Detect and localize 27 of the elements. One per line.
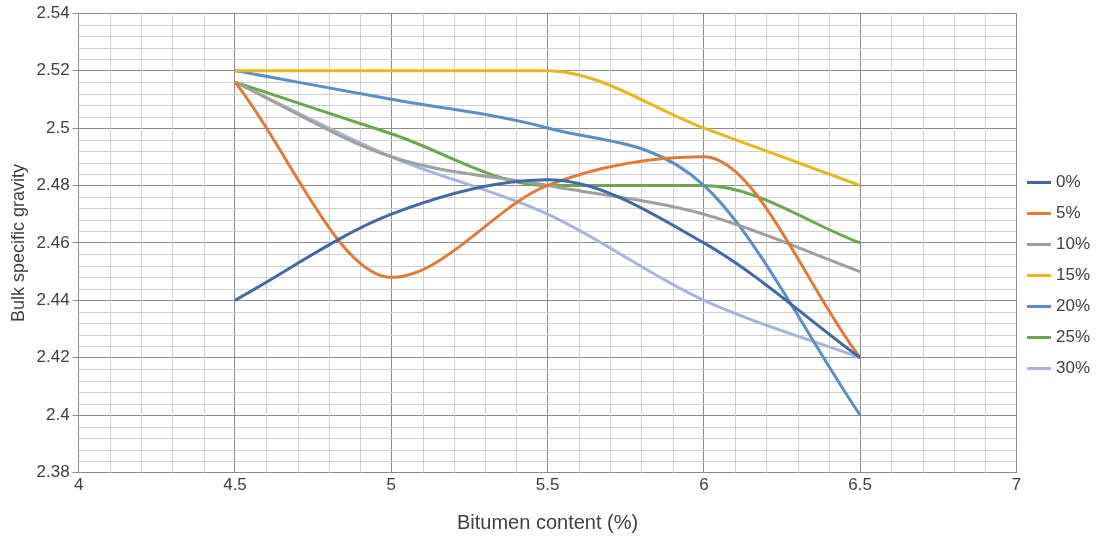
y-tick-label: 2.46 (36, 232, 70, 252)
legend-label: 10% (1055, 234, 1091, 254)
legend-label: 15% (1055, 265, 1091, 285)
y-tick-label: 2.5 (46, 117, 70, 137)
y-tick-label: 2.54 (36, 2, 70, 22)
x-tick-label: 6.5 (848, 475, 872, 495)
legend-label: 0% (1055, 172, 1081, 192)
legend-label: 25% (1055, 327, 1091, 347)
legend-label: 30% (1055, 358, 1091, 378)
x-tick-label: 6 (699, 475, 709, 495)
line-series (233, 80, 862, 360)
x-axis-title: Bitumen content (%) (456, 510, 639, 533)
y-axis-title: Bulk specific gravity (7, 163, 28, 322)
y-tick-label: 2.4 (46, 404, 70, 424)
y-tick-label: 2.44 (36, 290, 70, 310)
y-tick-label: 2.42 (36, 347, 70, 367)
x-tick-label: 5.5 (535, 475, 560, 495)
legend-label: 5% (1055, 203, 1081, 223)
y-tick-label: 2.48 (36, 175, 70, 195)
x-tick-label: 4.5 (223, 475, 247, 495)
legend-label: 20% (1055, 296, 1091, 316)
y-tick-label: 2.38 (36, 462, 70, 482)
x-tick-label: 7 (1011, 475, 1022, 495)
line-series (233, 178, 862, 360)
x-tick-label: 4 (73, 475, 84, 495)
x-tick-label: 5 (386, 475, 397, 495)
y-tick-label: 2.52 (36, 60, 70, 80)
